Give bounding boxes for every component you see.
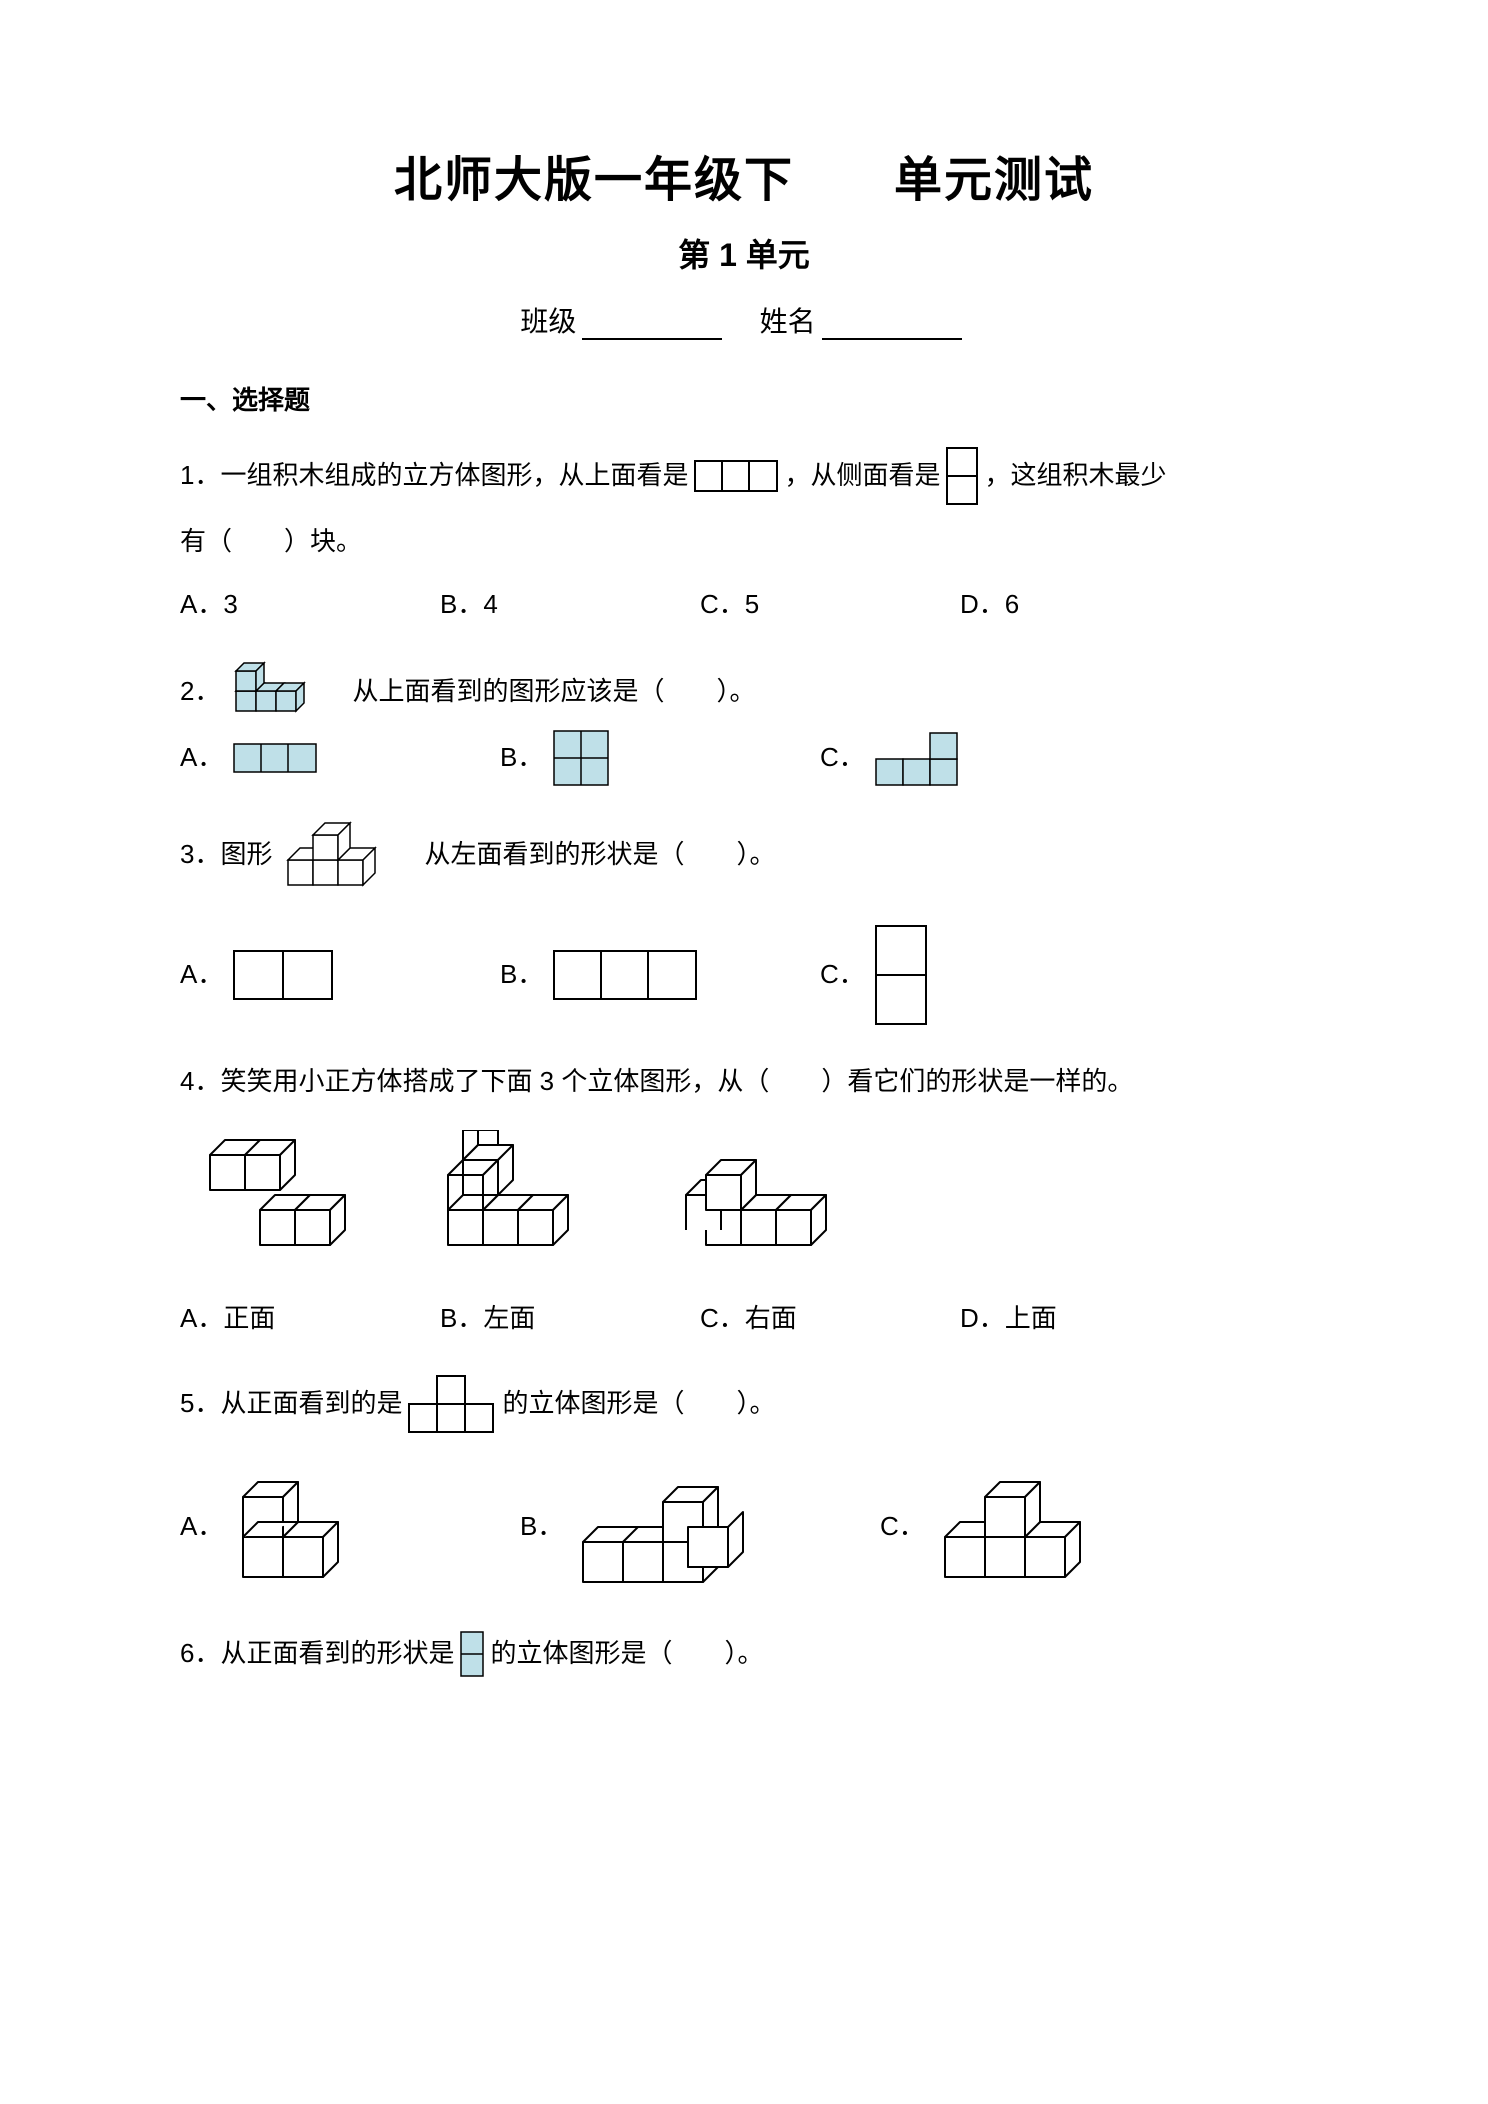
q1-post: ，这组积木最少 — [984, 447, 1166, 504]
q2-opt-b[interactable]: B． — [500, 729, 820, 786]
q2-post: 从上面看到的图形应该是（ ）。 — [352, 663, 755, 720]
q5-opt-b[interactable]: B． — [520, 1457, 840, 1597]
q2-pre: 2． — [180, 663, 220, 720]
q4-text: 4．笑笑用小正方体搭成了下面 3 个立体图形，从（ ）看它们的形状是一样的。 — [180, 1053, 1308, 1110]
q3-c-icon — [875, 925, 927, 1025]
q5-pre: 5．从正面看到的是 — [180, 1375, 402, 1432]
q3-a-icon — [233, 950, 333, 1000]
q1-line2: 有（ ）块。 — [180, 513, 1308, 570]
q3-opt-b[interactable]: B． — [500, 946, 820, 1003]
q3-opt-c[interactable]: C． — [820, 925, 1080, 1025]
q1-mid: ，从侧面看是 — [784, 447, 940, 504]
q5-opt-a[interactable]: A． — [180, 1462, 480, 1592]
class-blank[interactable] — [582, 312, 722, 340]
q6-front-view-icon — [460, 1631, 484, 1677]
question-5: 5．从正面看到的是 的立体图形是（ ）。 A． — [180, 1375, 1308, 1597]
q4-opt-c[interactable]: C．右面 — [700, 1290, 960, 1347]
q1-opt-c[interactable]: C．5 — [700, 576, 960, 633]
q3-opt-a[interactable]: A． — [180, 946, 500, 1003]
name-label: 姓名 — [760, 306, 816, 337]
q4-opt-b[interactable]: B．左面 — [440, 1290, 700, 1347]
question-4: 4．笑笑用小正方体搭成了下面 3 个立体图形，从（ ）看它们的形状是一样的。 — [180, 1053, 1308, 1347]
section-1-header: 一、选择题 — [180, 380, 1308, 417]
q3-b-icon — [553, 950, 697, 1000]
class-label: 班级 — [520, 306, 576, 337]
q2-b-icon — [553, 730, 609, 786]
q2-c-icon — [875, 730, 959, 786]
question-3: 3．图形 从左面看到的形状是（ ）。 A． — [180, 815, 1308, 1025]
q4-solid-2-icon — [438, 1130, 628, 1260]
q3-solid-icon — [278, 815, 418, 895]
q5-front-view-icon — [408, 1375, 496, 1433]
doc-subtitle: 第 1 单元 — [180, 230, 1308, 276]
q1-opt-d[interactable]: D．6 — [960, 576, 1220, 633]
q2-a-icon — [233, 743, 317, 773]
q5-b-icon — [573, 1457, 793, 1597]
q2-opt-a[interactable]: A． — [180, 729, 500, 786]
q2-opt-c[interactable]: C． — [820, 729, 1080, 786]
q4-opt-a[interactable]: A．正面 — [180, 1290, 440, 1347]
q6-post: 的立体图形是（ ）。 — [490, 1625, 763, 1682]
q1-opt-a[interactable]: A．3 — [180, 576, 440, 633]
q5-post: 的立体图形是（ ）。 — [502, 1375, 775, 1432]
q1-opt-b[interactable]: B．4 — [440, 576, 700, 633]
page: 北师大版一年级下 单元测试 第 1 单元 班级 姓名 一、选择题 1．一组积木组… — [0, 0, 1488, 2104]
name-blank[interactable] — [822, 312, 962, 340]
doc-title: 北师大版一年级下 单元测试 — [180, 140, 1308, 210]
q4-solid-3-icon — [676, 1130, 886, 1260]
q3-post: 从左面看到的形状是（ ）。 — [424, 826, 775, 883]
q1-side-view-icon — [946, 447, 978, 505]
question-2: 2． 从上面看到的图形应该是（ ）。 A． — [180, 661, 1308, 786]
q1-top-view-icon — [694, 460, 778, 492]
question-6: 6．从正面看到的形状是 的立体图形是（ ）。 — [180, 1625, 1308, 1682]
q6-pre: 6．从正面看到的形状是 — [180, 1625, 454, 1682]
q5-c-icon — [935, 1462, 1135, 1592]
question-1: 1．一组积木组成的立方体图形，从上面看是 ，从侧面看是 ，这组积木最少 有（ ）… — [180, 447, 1308, 633]
q4-opt-d[interactable]: D．上面 — [960, 1290, 1220, 1347]
q5-a-icon — [233, 1462, 393, 1592]
q1-pre: 1．一组积木组成的立方体图形，从上面看是 — [180, 447, 688, 504]
q2-solid-icon — [226, 661, 346, 721]
q5-opt-c[interactable]: C． — [880, 1462, 1140, 1592]
info-line: 班级 姓名 — [180, 300, 1308, 340]
q3-pre: 3．图形 — [180, 826, 272, 883]
q4-solid-1-icon — [200, 1130, 390, 1260]
